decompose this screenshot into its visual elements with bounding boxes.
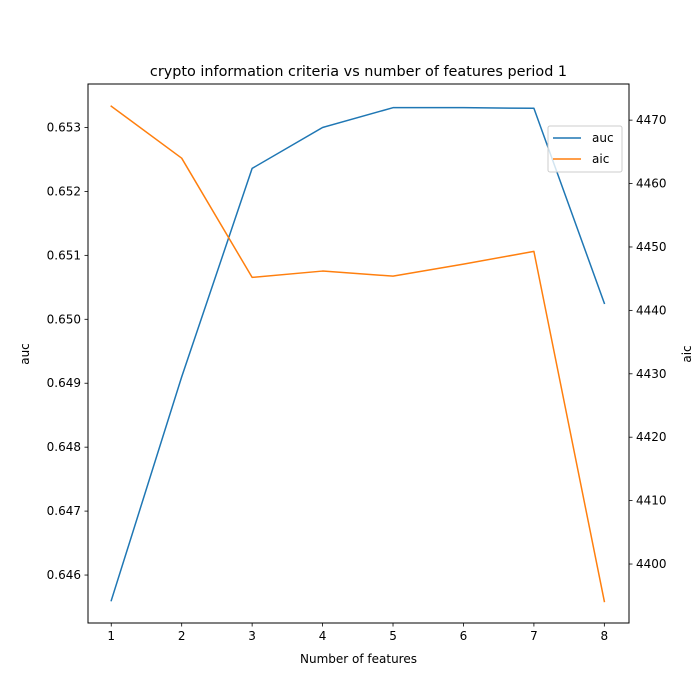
left-tick-label: 0.648: [47, 440, 81, 454]
left-tick-label: 0.646: [47, 568, 81, 582]
right-tick-label: 4450: [636, 240, 667, 254]
left-tick-label: 0.649: [47, 376, 81, 390]
right-tick-label: 4460: [636, 177, 667, 191]
legend-label-aic: aic: [592, 152, 609, 166]
legend-label-auc: auc: [592, 131, 614, 145]
left-tick-label: 0.647: [47, 504, 81, 518]
right-axis-label: aic: [680, 345, 694, 362]
right-tick-label: 4470: [636, 113, 667, 127]
left-tick-label: 0.653: [47, 120, 81, 134]
x-tick-label: 3: [248, 629, 256, 643]
legend: auc aic: [548, 126, 622, 172]
chart-title: crypto information criteria vs number of…: [150, 64, 567, 80]
x-tick-label: 7: [530, 629, 538, 643]
right-tick-label: 4400: [636, 557, 667, 571]
right-tick-label: 4420: [636, 430, 667, 444]
x-axis-label: Number of features: [300, 652, 417, 666]
x-tick-label: 2: [178, 629, 186, 643]
left-tick-label: 0.651: [47, 248, 81, 262]
x-tick-label: 8: [601, 629, 609, 643]
right-tick-label: 4440: [636, 303, 667, 317]
x-tick-label: 4: [319, 629, 327, 643]
x-tick-label: 5: [389, 629, 397, 643]
left-tick-label: 0.652: [47, 184, 81, 198]
x-tick-label: 6: [460, 629, 468, 643]
x-tick-label: 1: [107, 629, 115, 643]
right-tick-label: 4410: [636, 494, 667, 508]
right-tick-label: 4430: [636, 367, 667, 381]
left-axis-label: auc: [18, 343, 32, 365]
left-tick-label: 0.650: [47, 312, 81, 326]
